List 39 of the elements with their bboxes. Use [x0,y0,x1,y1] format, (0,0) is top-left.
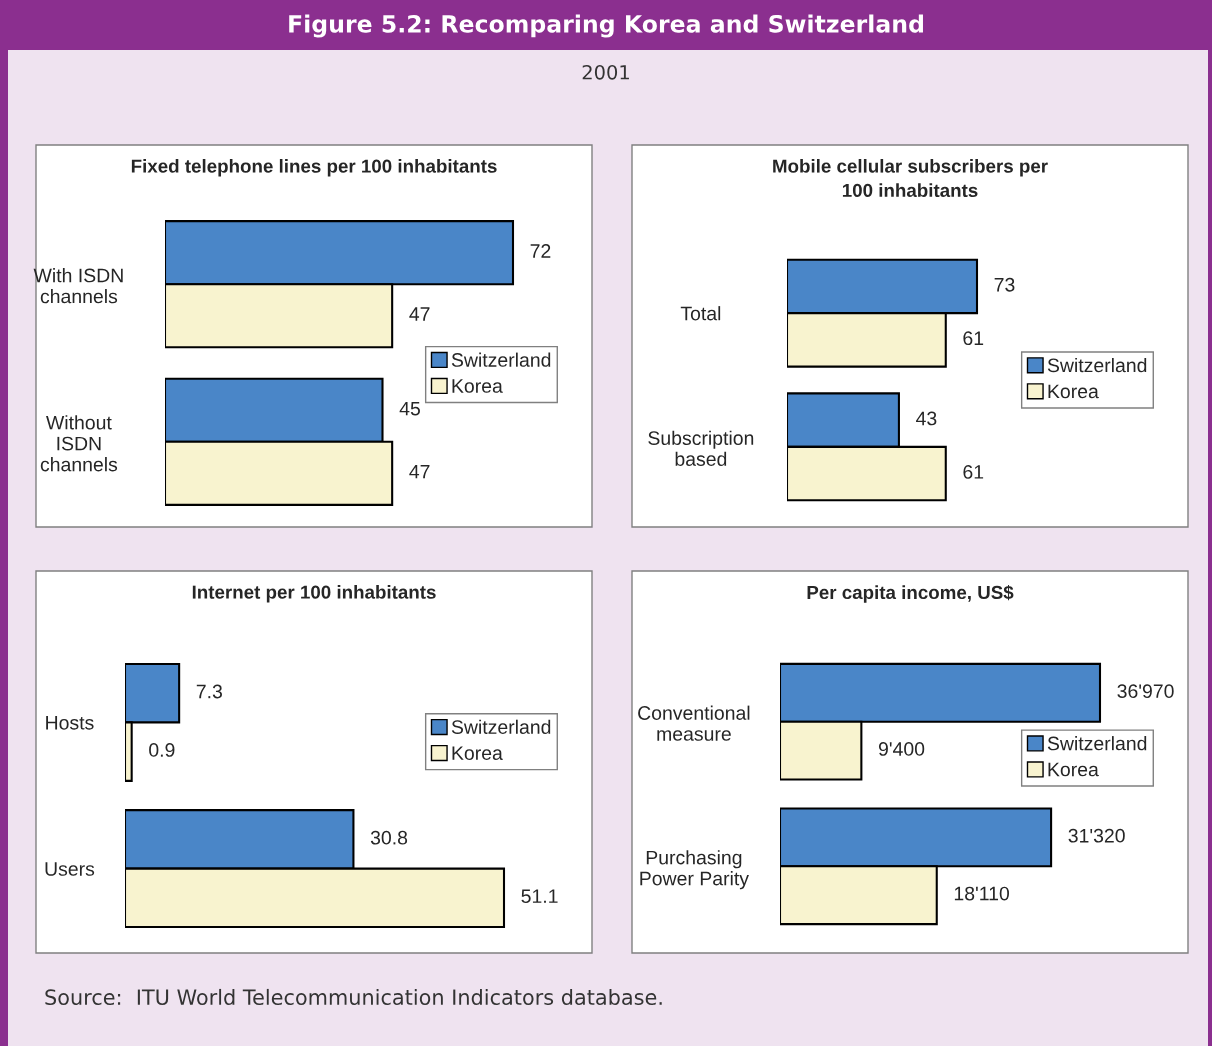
data-label: 72 [530,244,551,258]
legend-label: Switzerland [451,352,551,367]
data-label: 9'400 [878,742,925,756]
data-label: 7.3 [196,684,222,699]
y-tick-label: Subscription based [648,430,754,466]
text: Figure 5.2: Recomparing Korea and Switzerland [289,14,923,38]
data-label: 36'970 [1117,684,1174,699]
source-note: Source: ITU World Telecommunication Indicators database. [45,988,662,1006]
y-tick-label: Total [680,306,721,321]
legend-label: Korea [452,379,503,393]
text: 2001 [582,64,629,80]
data-label: 31'320 [1068,828,1125,843]
y-tick-label: Users [45,862,95,876]
chart-title: Per capita income, US$ [807,585,1014,603]
data-label: 51.1 [521,889,558,904]
data-label: 61 [963,465,984,479]
legend-label: Switzerland [1047,736,1147,751]
legend-label: Switzerland [1047,357,1147,373]
data-label: 18'110 [954,886,1010,901]
data-label: 43 [916,411,937,426]
data-label: 73 [994,277,1015,292]
y-tick-label: Conventional measure [638,705,750,741]
data-label: 30.8 [370,830,408,845]
data-label: 0.9 [149,743,175,757]
chart-title: Fixed telephone lines per 100 inhabitants [131,159,497,177]
chart-title: Internet per 100 inhabitants [192,585,436,603]
data-label: 45 [399,401,420,416]
y-tick-label: Hosts [46,716,94,730]
data-label: 47 [409,307,430,321]
chart-title: Mobile cellular subscribers per 100 inhabitants [773,159,1048,198]
legend-label: Korea [1048,762,1099,777]
legend-label: Korea [1048,384,1099,399]
data-label: 61 [963,331,984,346]
legend-label: Switzerland [451,719,551,734]
y-tick-label: Purchasing Power Parity [640,850,749,890]
y-tick-label: With ISDN channels [33,268,123,304]
data-label: 47 [409,464,430,479]
y-tick-label: Without ISDN channels [40,415,118,472]
legend-label: Korea [452,746,503,760]
